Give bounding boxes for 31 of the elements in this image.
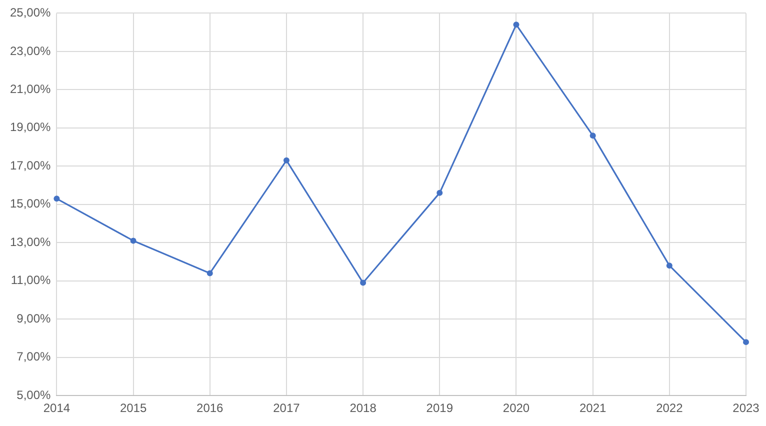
x-tick-label: 2018 — [350, 401, 377, 416]
x-tick-label: 2023 — [732, 401, 760, 416]
point — [590, 132, 596, 139]
y-tick-label: 11,00% — [10, 273, 52, 288]
y-tick-label: 19,00% — [10, 120, 52, 134]
y-tick-label: 9,00% — [16, 311, 52, 326]
point — [283, 157, 290, 164]
y-tick-label: 25,00% — [10, 6, 52, 20]
x-tick-label: 2016 — [196, 401, 224, 416]
point — [54, 196, 60, 202]
y-tick-label: 17,00% — [10, 158, 52, 172]
y-tick-label: 21,00% — [10, 82, 52, 96]
y-tick-label: 13,00% — [10, 234, 52, 249]
x-tick-label: 2021 — [579, 401, 606, 416]
point — [130, 238, 136, 244]
x-tick-label: 2015 — [120, 401, 147, 416]
y-tick-label: 5,00% — [16, 388, 52, 402]
point — [436, 190, 443, 196]
point — [513, 22, 520, 28]
point — [666, 262, 672, 269]
y-tick-label: 7,00% — [16, 350, 52, 364]
x-tick-label: 2014 — [43, 401, 70, 416]
x-tick-label: 2022 — [656, 401, 684, 416]
x-tick-label: 2017 — [273, 401, 300, 416]
point — [743, 339, 749, 346]
point — [206, 270, 213, 276]
x-tick-label: 2019 — [426, 401, 454, 416]
point — [360, 280, 366, 286]
y-tick-label: 15,00% — [10, 196, 52, 211]
y-tick-label: 23,00% — [10, 44, 52, 58]
x-tick-label: 2020 — [502, 401, 530, 416]
